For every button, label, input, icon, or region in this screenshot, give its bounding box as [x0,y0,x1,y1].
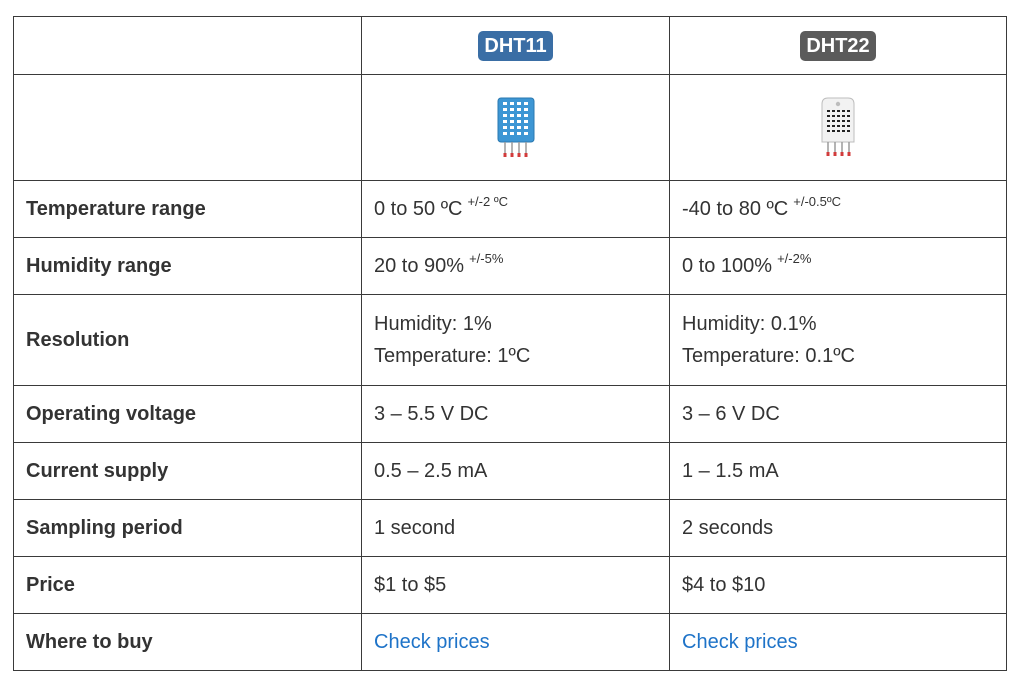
dht22-header-cell: DHT22 [669,16,1007,75]
dht11-sensor-icon [497,97,534,157]
resolution-label: Resolution [13,294,362,386]
current-label: Current supply [13,442,362,500]
dht11-humidity-cell: 20 to 90% +/-5% [361,237,670,295]
dht22-badge: DHT22 [800,30,876,61]
dht11-price-value: $1 to $5 [361,556,670,614]
dht22-sampling-value: 2 seconds [669,499,1007,557]
price-label: Price [13,556,362,614]
dht11-humidity-value: 20 to 90% [374,255,465,277]
dht11-buy-cell: Check prices [361,613,670,671]
dht11-current-value: 0.5 – 2.5 mA [361,442,670,500]
dht22-humidity-value: 0 to 100% [682,255,773,277]
voltage-row: Operating voltage 3 – 5.5 V DC 3 – 6 V D… [13,385,1007,443]
dht11-temperature-value: 0 to 50 ºC [374,198,463,220]
humidity-label: Humidity range [13,237,362,295]
buy-label: Where to buy [13,613,362,671]
dht22-humidity-cell: 0 to 100% +/-2% [669,237,1007,295]
empty-header-cell [13,16,362,75]
dht22-resolution-cell: Humidity: 0.1% Temperature: 0.1ºC [669,294,1007,386]
sampling-label: Sampling period [13,499,362,557]
dht22-resolution-humidity: Humidity: 0.1% [682,313,817,335]
buy-row: Where to buy Check prices Check prices [13,613,1007,671]
dht11-temperature-cell: 0 to 50 ºC +/-2 ºC [361,180,670,238]
dht22-temperature-accuracy: +/-0.5ºC [793,194,841,209]
header-row: DHT11 DHT22 [13,16,1007,75]
dht22-current-value: 1 – 1.5 mA [669,442,1007,500]
sampling-row: Sampling period 1 second 2 seconds [13,499,1007,557]
dht22-voltage-value: 3 – 6 V DC [669,385,1007,443]
dht22-sensor-icon [821,97,855,156]
dht11-header-cell: DHT11 [361,16,670,75]
temperature-row: Temperature range 0 to 50 ºC +/-2 ºC -40 … [13,180,1007,238]
dht11-sampling-value: 1 second [361,499,670,557]
dht22-temperature-value: -40 to 80 ºC [682,198,789,220]
dht11-badge: DHT11 [478,30,553,61]
resolution-row: Resolution Humidity: 1% Temperature: 1ºC… [13,294,1007,386]
dht22-resolution-temperature: Temperature: 0.1ºC [682,345,855,367]
dht22-image-cell [669,74,1007,181]
voltage-label: Operating voltage [13,385,362,443]
dht11-image-cell [361,74,670,181]
comparison-table: DHT11 DHT22 [13,16,1007,671]
dht11-resolution-humidity: Humidity: 1% [374,313,492,335]
dht11-humidity-accuracy: +/-5% [469,251,504,266]
dht11-voltage-value: 3 – 5.5 V DC [361,385,670,443]
dht22-humidity-accuracy: +/-2% [777,251,812,266]
current-row: Current supply 0.5 – 2.5 mA 1 – 1.5 mA [13,442,1007,500]
price-row: Price $1 to $5 $4 to $10 [13,556,1007,614]
dht11-resolution-temperature: Temperature: 1ºC [374,345,531,367]
dht11-temperature-accuracy: +/-2 ºC [467,194,508,209]
temperature-label: Temperature range [13,180,362,238]
dht11-resolution-cell: Humidity: 1% Temperature: 1ºC [361,294,670,386]
humidity-row: Humidity range 20 to 90% +/-5% 0 to 100% +… [13,237,1007,295]
dht22-check-prices-link[interactable]: Check prices [682,631,798,653]
empty-image-cell [13,74,362,181]
dht22-price-value: $4 to $10 [669,556,1007,614]
dht11-check-prices-link[interactable]: Check prices [374,631,490,653]
image-row [13,74,1007,181]
dht22-buy-cell: Check prices [669,613,1007,671]
dht22-temperature-cell: -40 to 80 ºC +/-0.5ºC [669,180,1007,238]
